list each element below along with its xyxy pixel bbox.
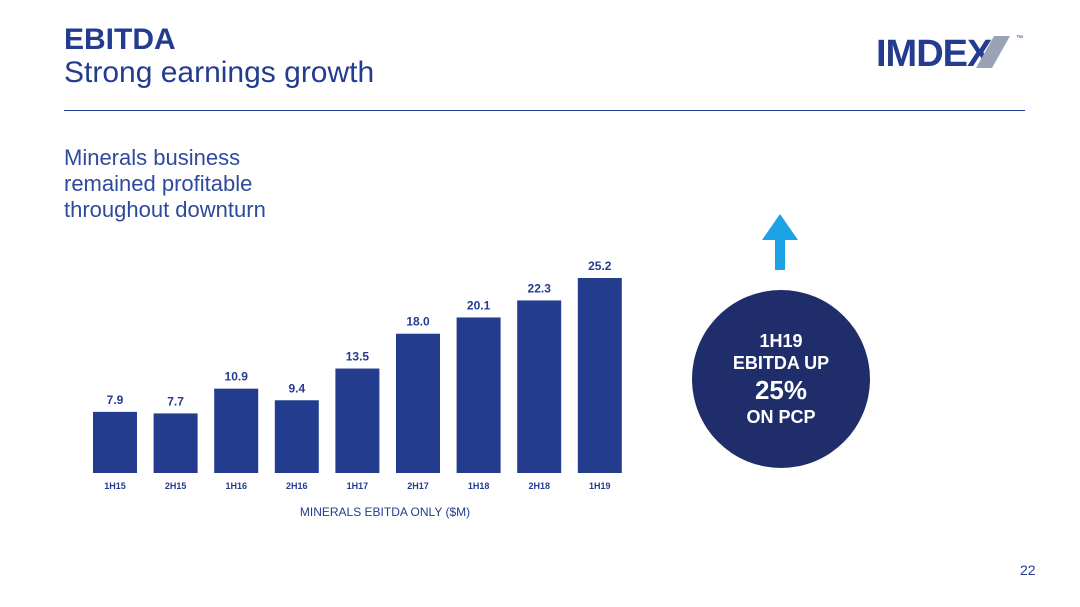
tick-label-1H16: 1H16 [225, 481, 247, 491]
tick-label-1H18: 1H18 [468, 481, 490, 491]
data-label-2H17: 18.0 [406, 315, 430, 329]
page-title: EBITDA [64, 23, 176, 56]
growth-callout: 1H19 EBITDA UP 25% ON PCP [692, 290, 870, 468]
tick-label-2H18: 2H18 [528, 481, 550, 491]
bar-group: 7.9 1H15 7.7 2H15 10.9 1H16 9.4 2H16 13.5 1H17 18.… [93, 259, 622, 491]
data-label-2H15: 7.7 [167, 394, 184, 408]
callout-percentage: 25% [754, 375, 808, 405]
callout-basis: ON PCP [746, 407, 816, 427]
callout-metric: EBITDA UP [732, 353, 830, 373]
bar-2H17 [396, 333, 440, 473]
logo-text: IMDEX [876, 33, 993, 72]
data-label-1H18: 20.1 [467, 298, 491, 312]
tick-label-1H15: 1H15 [104, 481, 126, 491]
page-subtitle: Strong earnings growth [64, 56, 375, 89]
bar-1H19 [577, 278, 622, 473]
side-note: Minerals business remained profitable th… [64, 145, 266, 222]
tick-label-1H19: 1H19 [589, 481, 611, 491]
bar-2H16 [274, 400, 319, 473]
imdex-logo: IMDEX ™ [876, 33, 1023, 72]
bar-2H15 [153, 413, 198, 473]
page-number: 22 [1020, 562, 1036, 578]
data-label-2H16: 9.4 [288, 381, 305, 395]
logo-trademark: ™ [1016, 35, 1023, 42]
up-arrow-icon [762, 214, 798, 270]
callout-period: 1H19 [759, 331, 803, 351]
tick-label-2H17: 2H17 [407, 481, 429, 491]
bar-1H15 [93, 411, 137, 473]
bar-1H18 [456, 317, 501, 473]
data-label-1H16: 10.9 [225, 370, 249, 384]
x-axis-label: MINERALS EBITDA ONLY ($M) [300, 505, 470, 519]
tick-label-2H15: 2H15 [165, 481, 187, 491]
tick-label-1H17: 1H17 [347, 481, 369, 491]
bar-2H18 [517, 300, 562, 473]
data-label-1H19: 25.2 [588, 259, 612, 273]
data-label-1H15: 7.9 [107, 393, 124, 407]
bar-1H16 [214, 388, 259, 473]
data-label-2H18: 22.3 [528, 281, 552, 295]
logo-x-accent [976, 36, 1010, 68]
header-divider [64, 110, 1025, 111]
bar-1H17 [335, 368, 380, 473]
tick-label-2H16: 2H16 [286, 481, 308, 491]
data-label-1H17: 13.5 [346, 350, 370, 364]
